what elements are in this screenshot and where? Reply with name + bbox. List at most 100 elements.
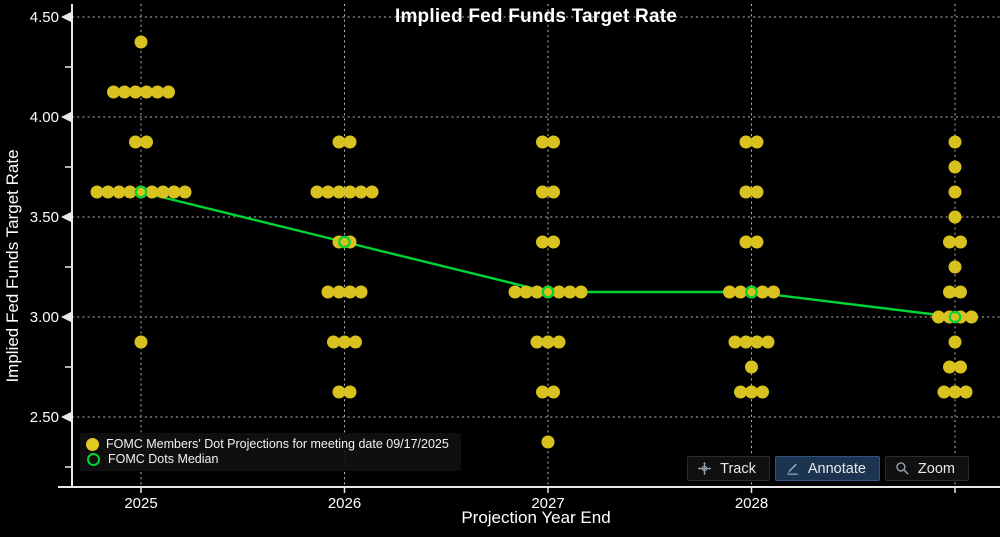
fomc-dot — [547, 235, 560, 249]
fomc-dot — [332, 285, 346, 299]
fomc-dot — [349, 335, 362, 349]
fomc-dot — [129, 85, 142, 99]
fomc-dot — [756, 285, 769, 299]
fomc-dot — [750, 335, 764, 349]
legend-item-dot-projections[interactable]: FOMC Members' Dot Projections for meetin… — [86, 437, 449, 451]
fomc-dot — [547, 385, 560, 399]
fomc-dot — [734, 285, 747, 299]
fomc-dot — [145, 185, 159, 199]
fomc-dot — [948, 135, 962, 149]
fomc-dot — [948, 385, 962, 399]
fomc-dot — [129, 135, 142, 149]
x-tick-label: 2026 — [328, 495, 361, 512]
fomc-dot — [321, 185, 335, 199]
fomc-dot — [118, 85, 131, 99]
fomc-dot — [756, 385, 769, 399]
fomc-dot — [140, 85, 153, 99]
fomc-dot — [767, 285, 780, 299]
fomc-dot — [937, 385, 951, 399]
fomc-dot — [541, 435, 555, 449]
fomc-dot — [321, 285, 335, 299]
legend: FOMC Members' Dot Projections for meetin… — [80, 433, 461, 471]
fomc-dot — [745, 385, 758, 399]
chart-title: Implied Fed Funds Target Rate — [394, 6, 678, 27]
fomc-dot — [343, 385, 357, 399]
fomc-dot — [739, 335, 753, 349]
fomc-dot — [541, 335, 555, 349]
fomc-dot — [547, 185, 560, 199]
fomc-dot — [530, 285, 544, 299]
fomc-dot — [750, 135, 764, 149]
fomc-dot — [519, 285, 533, 299]
fomc-dot — [151, 85, 164, 99]
x-axis-title: Projection Year End — [461, 508, 611, 527]
y-tick-arrow-icon — [61, 112, 71, 122]
fomc-dot — [327, 335, 340, 349]
fomc-dot — [140, 135, 153, 149]
fomc-dot — [932, 310, 945, 324]
fomc-dot — [332, 135, 346, 149]
fomc-dot — [332, 185, 346, 199]
y-tick-arrow-icon — [61, 412, 71, 422]
fomc-dot — [354, 185, 368, 199]
track-crosshair-icon — [697, 461, 712, 476]
fomc-dot — [365, 185, 379, 199]
legend-label: FOMC Members' Dot Projections for meetin… — [106, 437, 449, 451]
track-button[interactable]: Track — [687, 456, 770, 481]
y-tick-arrow-icon — [61, 312, 71, 322]
fomc-dot — [178, 185, 192, 199]
median-ring-icon — [948, 310, 962, 324]
fomc-dot — [112, 185, 126, 199]
green-open-circle-swatch-icon — [87, 452, 100, 466]
y-tick-label: 4.50 — [30, 9, 59, 26]
fomc-dot — [338, 335, 351, 349]
fomc-dot — [943, 235, 956, 249]
fomc-dot — [552, 335, 566, 349]
fomc-dot — [750, 235, 764, 249]
fomc-dot — [943, 360, 956, 374]
fomc-dot — [547, 135, 560, 149]
fomc-dot — [954, 235, 967, 249]
x-tick-label: 2027 — [531, 495, 564, 512]
y-tick-label: 4.00 — [30, 109, 59, 126]
fomc-dot — [739, 135, 753, 149]
x-tick-label: 2025 — [124, 495, 157, 512]
annotate-button[interactable]: Annotate — [774, 456, 880, 481]
fomc-dot — [536, 135, 549, 149]
fomc-dot — [943, 285, 956, 299]
chart-toolbar: Track Annotate Zoom — [687, 456, 969, 481]
fomc-dot — [90, 185, 104, 199]
fomc-dot — [134, 335, 148, 349]
fomc-dot — [354, 285, 368, 299]
legend-label: FOMC Dots Median — [108, 452, 219, 466]
y-tick-arrow-icon — [61, 12, 71, 22]
track-button-label: Track — [720, 460, 756, 477]
fomc-dot — [948, 260, 962, 274]
fomc-dot — [959, 385, 973, 399]
fomc-dot — [948, 160, 962, 174]
fomc-dot — [750, 185, 764, 199]
y-tick-label: 3.50 — [30, 209, 59, 226]
fomc-dot — [530, 335, 544, 349]
fomc-dot — [734, 385, 747, 399]
fomc-dot — [310, 185, 324, 199]
fomc-dot — [761, 335, 775, 349]
x-tick-label: 2028 — [735, 495, 768, 512]
median-ring-icon — [745, 285, 758, 299]
fomc-dot — [167, 185, 181, 199]
fomc-dot — [728, 335, 742, 349]
fomc-dot — [107, 85, 120, 99]
legend-item-dots-median[interactable]: FOMC Dots Median — [86, 452, 449, 466]
zoom-button-label: Zoom — [917, 460, 955, 477]
zoom-button[interactable]: Zoom — [884, 456, 969, 481]
fomc-dot — [948, 210, 962, 224]
yellow-dot-swatch-icon — [86, 437, 99, 451]
fomc-dot — [536, 385, 549, 399]
fomc-dot — [965, 310, 978, 324]
annotate-button-label: Annotate — [807, 460, 866, 477]
magnifier-icon — [895, 461, 910, 476]
fomc-dot — [162, 85, 175, 99]
fomc-dot — [343, 185, 357, 199]
